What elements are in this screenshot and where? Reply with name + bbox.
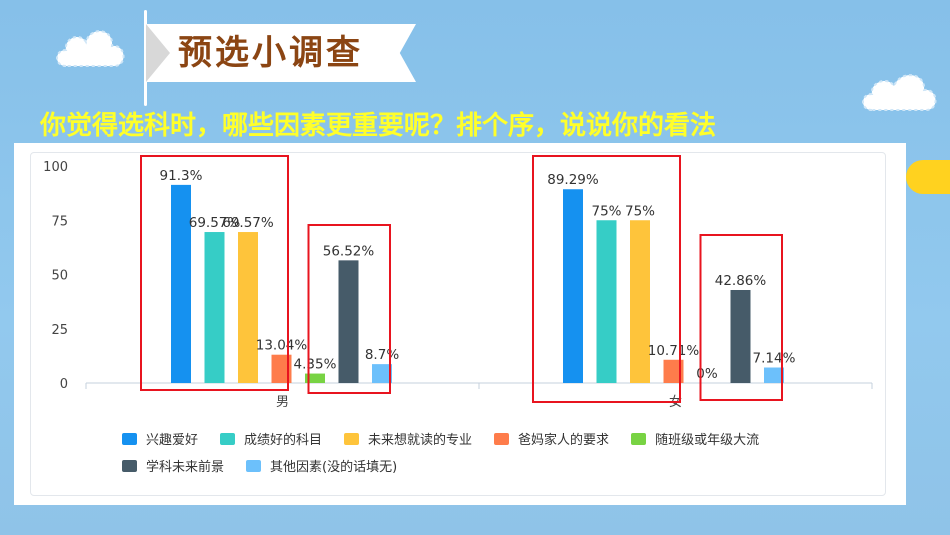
highlight-box: [699, 234, 783, 401]
legend-item[interactable]: 爸妈家人的要求: [494, 430, 610, 448]
bar: [171, 184, 191, 383]
bar: [372, 364, 392, 383]
data-label: 42.86%: [715, 273, 767, 289]
data-label: 89.29%: [547, 172, 599, 188]
data-label: 0%: [696, 366, 718, 382]
data-label: 56.52%: [323, 243, 375, 259]
legend-label: 兴趣爱好: [146, 433, 199, 448]
sun-icon: [906, 160, 950, 194]
bar: [630, 220, 650, 383]
bar: [663, 359, 684, 383]
data-label: 8.7%: [365, 347, 399, 363]
bar: [730, 289, 751, 383]
legend-item[interactable]: 其他因素(没的话填无): [246, 457, 398, 475]
legend-label: 学科未来前景: [146, 460, 225, 475]
y-tick-label: 0: [60, 377, 68, 392]
x-category-label: 男: [276, 395, 289, 410]
data-label: 69.57%: [222, 215, 274, 231]
y-tick-label: 75: [51, 214, 68, 229]
bar: [338, 260, 359, 383]
legend-label: 成绩好的科目: [244, 433, 323, 448]
legend-item[interactable]: 未来想就读的专业: [344, 430, 473, 448]
y-tick-label: 100: [43, 160, 68, 175]
data-label: 75%: [591, 203, 621, 219]
bar: [596, 220, 617, 383]
legend-swatch: [344, 432, 360, 445]
legend-label: 爸妈家人的要求: [518, 433, 610, 448]
cloud-icon: [56, 30, 125, 67]
legend-swatch: [122, 432, 137, 445]
data-label: 7.14%: [753, 351, 796, 367]
bar: [271, 354, 292, 383]
bar: [204, 232, 225, 383]
legend-swatch: [494, 432, 510, 445]
legend-item[interactable]: 随班级或年级大流: [631, 430, 760, 448]
legend-swatch: [122, 459, 137, 472]
data-label: 75%: [625, 203, 655, 219]
data-label: 4.35%: [294, 357, 337, 373]
highlight-box: [140, 155, 289, 391]
data-label: 13.04%: [256, 338, 308, 354]
legend-item[interactable]: 学科未来前景: [122, 457, 225, 475]
survey-question: 你觉得选科时，哪些因素更重要呢？排个序，说说你的看法: [40, 111, 717, 141]
legend-swatch: [220, 432, 236, 445]
legend-swatch: [631, 432, 647, 445]
cloud-icon: [862, 74, 937, 111]
data-label: 69.57%: [189, 215, 241, 231]
bar: [563, 189, 583, 383]
data-label: 10.71%: [648, 343, 700, 359]
legend-label: 随班级或年级大流: [655, 433, 760, 448]
legend-label: 其他因素(没的话填无): [270, 460, 398, 475]
data-label: 91.3%: [160, 168, 203, 184]
legend-item[interactable]: 成绩好的科目: [220, 430, 323, 448]
bar: [305, 373, 325, 383]
banner-pole: [144, 10, 147, 106]
legend-swatch: [246, 459, 262, 472]
title-banner: [146, 24, 416, 82]
chart-legend: 兴趣爱好 成绩好的科目 未来想就读的专业 爸妈家人的要求 随班级或年级大流学科未来前景 其…: [122, 430, 822, 475]
legend-item[interactable]: 兴趣爱好: [122, 430, 199, 448]
highlight-box: [532, 155, 681, 403]
y-tick-label: 25: [51, 323, 68, 338]
bar: [238, 232, 258, 383]
page-title: 预选小调查: [178, 33, 363, 73]
highlight-box: [307, 224, 391, 394]
legend-label: 未来想就读的专业: [368, 433, 473, 448]
y-tick-label: 50: [51, 269, 68, 284]
bar: [764, 367, 784, 383]
